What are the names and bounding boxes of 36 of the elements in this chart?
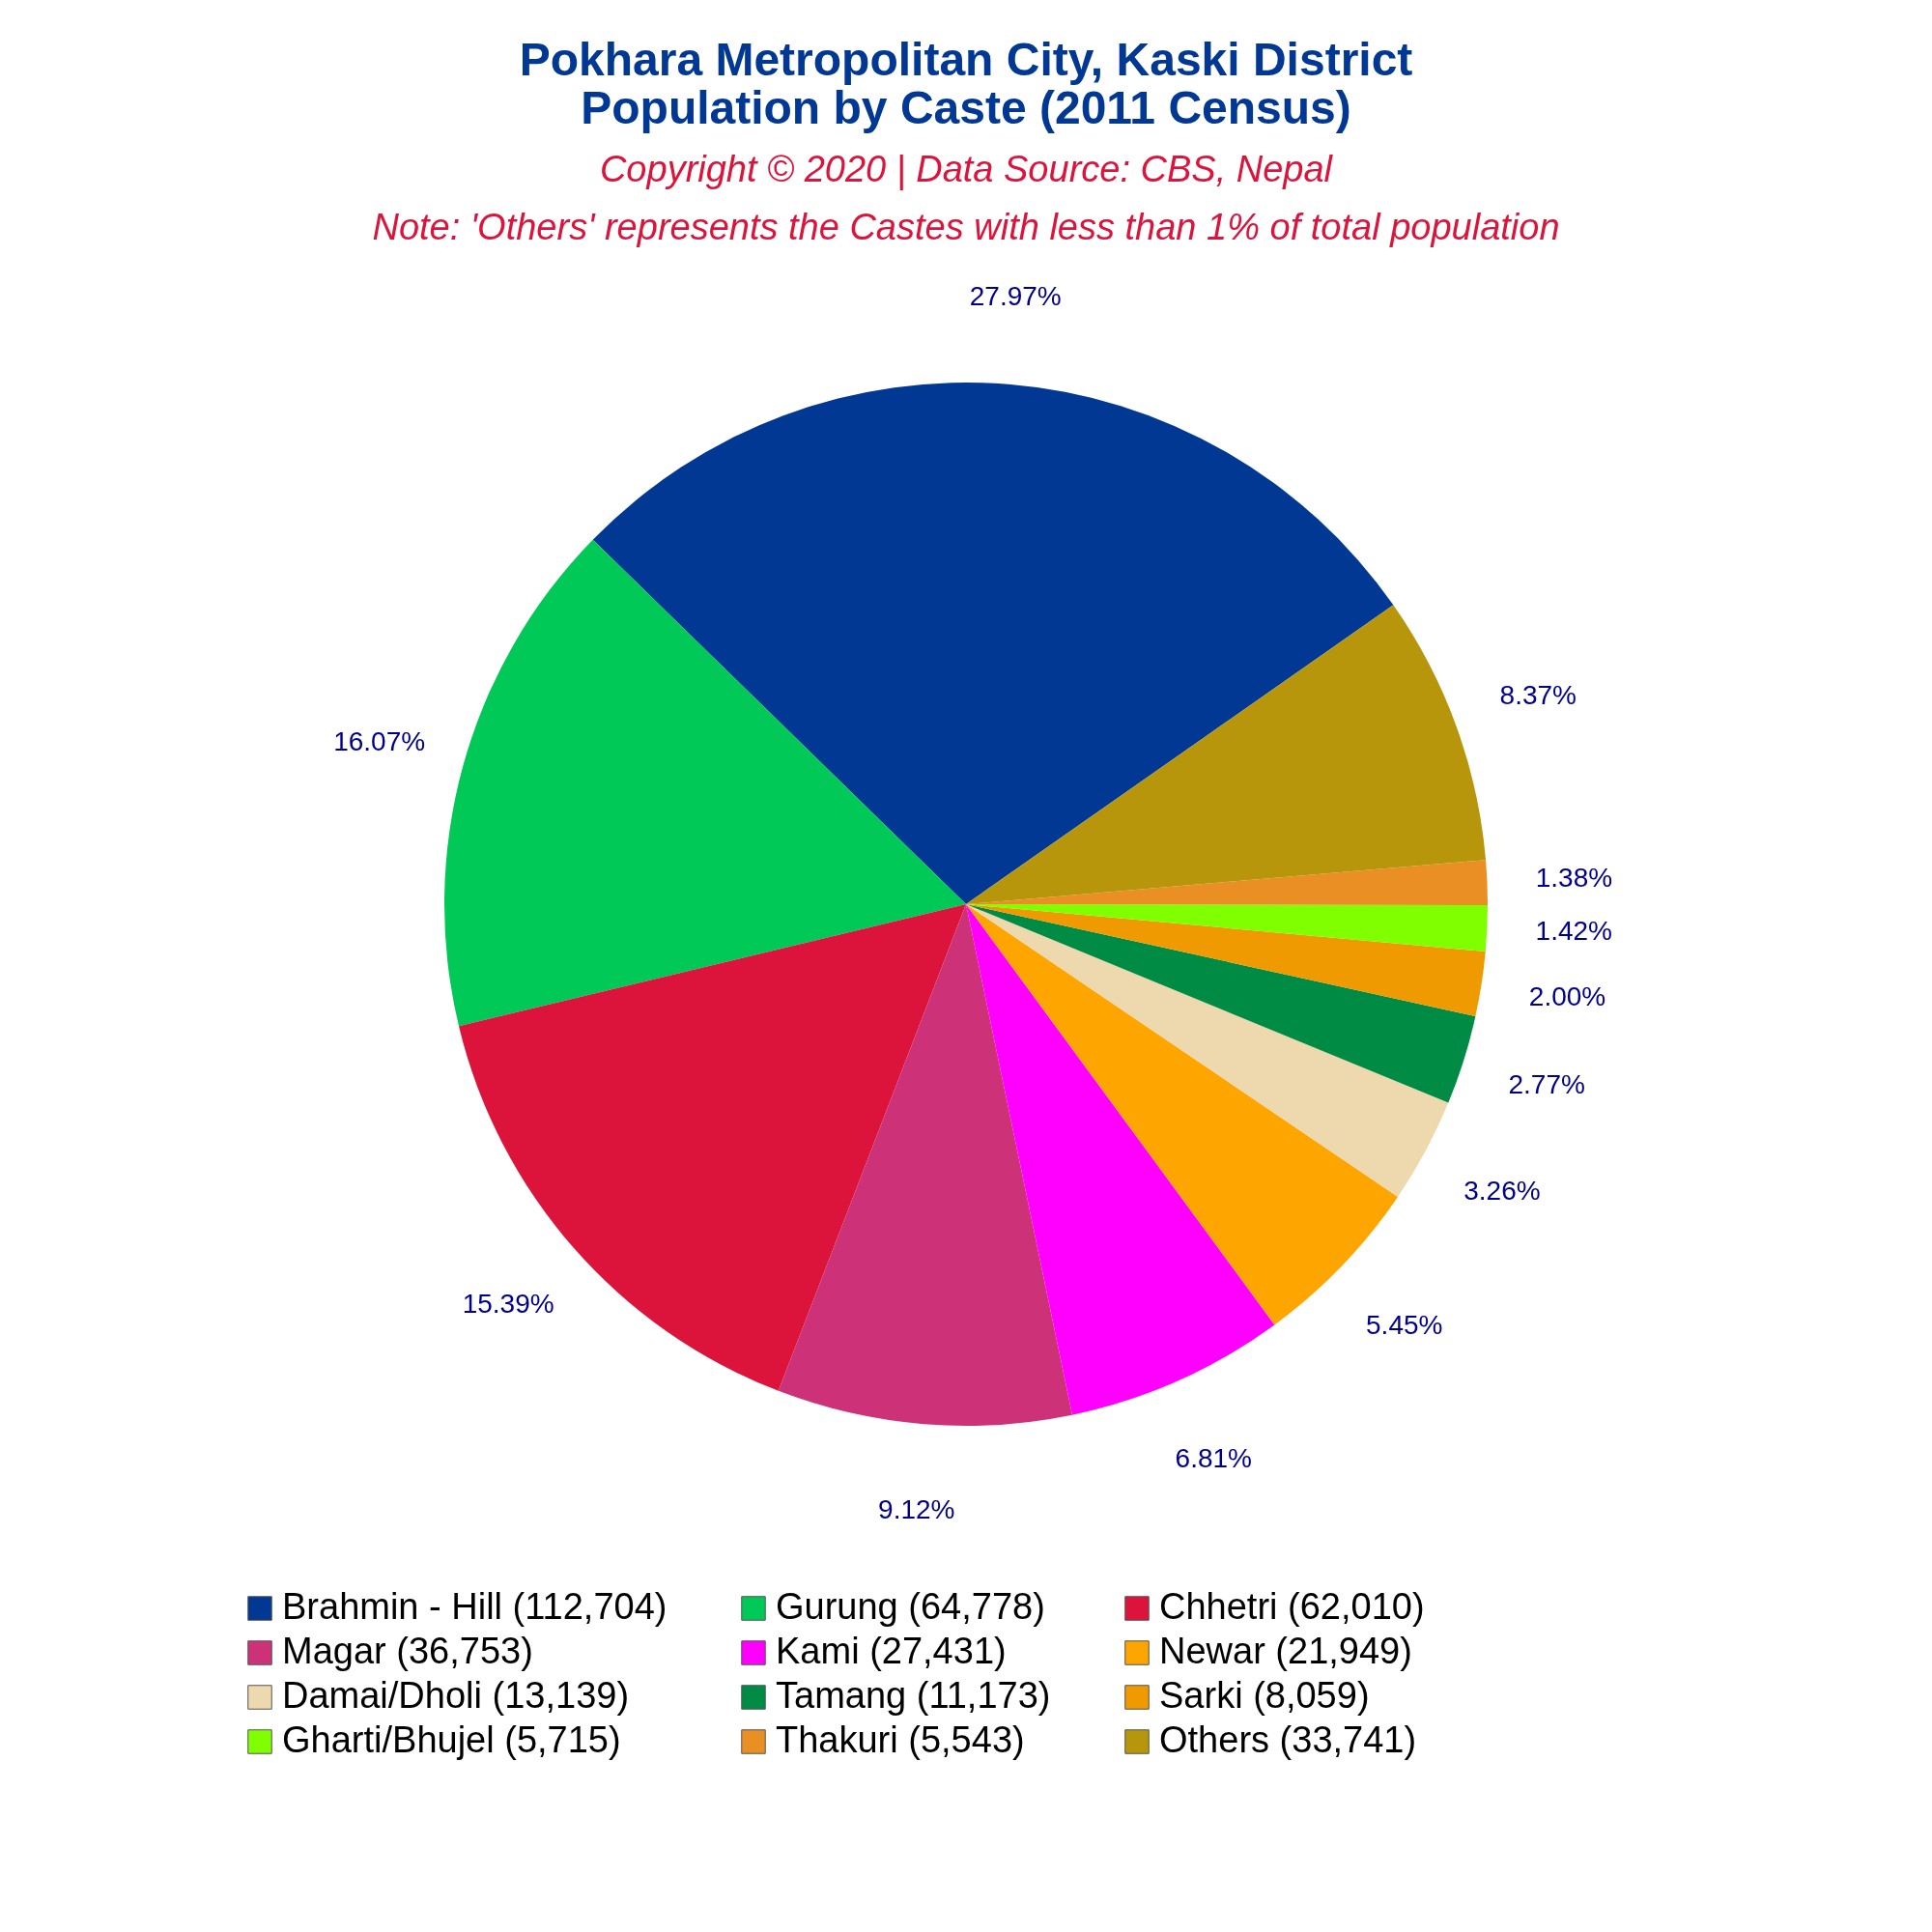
data-label: 15.39% (462, 1289, 554, 1320)
data-label: 3.26% (1463, 1176, 1541, 1207)
data-label: 2.00% (1528, 980, 1606, 1011)
pie-slice (966, 904, 1275, 1415)
legend-label: Newar (21,949) (1159, 1631, 1412, 1671)
data-label: 2.77% (1508, 1069, 1585, 1100)
chart-title: Pokhara Metropolitan City, Kaski District Population by Caste (2011 Census) (519, 34, 1413, 133)
chart-subtitle: Copyright © 2020 | Data Source: CBS, Nepal (599, 149, 1334, 190)
pie-slice (966, 904, 1486, 1017)
legend-label: Kami (27,431) (776, 1631, 1007, 1671)
pie-slice (444, 539, 966, 1027)
legend-label: Damai/Dholi (13,139) (282, 1675, 630, 1716)
legend-label: Sarki (8,059) (1159, 1675, 1370, 1716)
pie-slice (592, 383, 1394, 904)
data-label: 8.37% (1499, 680, 1577, 711)
pie-slice (778, 904, 1072, 1426)
legend-label: Chhetri (62,010) (1159, 1586, 1425, 1627)
legend-label: Others (33,741) (1159, 1719, 1417, 1760)
legend-label: Brahmin - Hill (112,704) (282, 1586, 668, 1627)
data-label: 27.97% (969, 281, 1062, 312)
data-label: 6.81% (1175, 1443, 1253, 1474)
text: Note: 'Others' represents the Castes with less than 1% of total population (372, 207, 1560, 247)
legend-label: Tamang (11,173) (776, 1675, 1051, 1716)
legend-label: Thakuri (5,543) (776, 1719, 1025, 1760)
pie-slice (458, 904, 966, 1391)
data-label: 1.38% (1535, 862, 1613, 893)
pie-slice (966, 904, 1449, 1197)
data-label: 1.42% (1535, 916, 1613, 947)
pie-slice (966, 605, 1487, 904)
data-label: 16.07% (333, 725, 426, 756)
data-label: 5.45% (1366, 1310, 1443, 1341)
legend-label: Magar (36,753) (282, 1631, 533, 1671)
legend-label: Gurung (64,778) (776, 1586, 1045, 1627)
pie-slice (966, 904, 1476, 1103)
data-label: 9.12% (878, 1493, 955, 1524)
legend-label: Gharti/Bhujel (5,715) (282, 1719, 621, 1760)
